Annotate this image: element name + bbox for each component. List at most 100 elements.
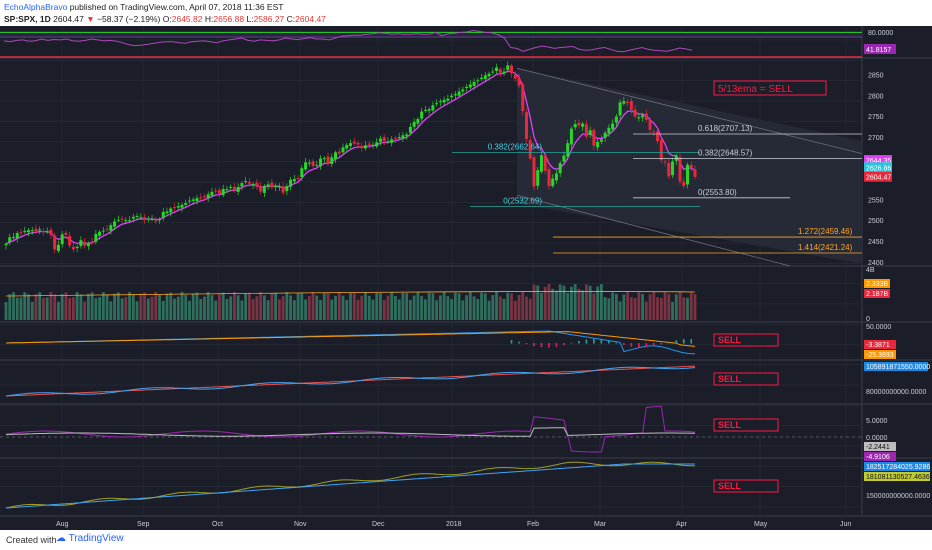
author-link[interactable]: EchoAlphaBravo — [4, 2, 68, 12]
candle-body — [532, 157, 536, 187]
volume-bar — [68, 298, 72, 320]
candle-body — [543, 155, 547, 171]
x-tick-label: Feb — [527, 521, 539, 528]
macd-histogram-bar — [630, 343, 633, 347]
candle-body — [352, 141, 356, 144]
candle-body — [599, 139, 603, 142]
ad-tag — [864, 472, 930, 481]
candle-body — [244, 181, 248, 183]
candle-body — [652, 131, 656, 133]
volume-bar — [570, 286, 573, 320]
candle-body — [584, 124, 588, 137]
volume-bar — [360, 295, 364, 320]
volume-bar — [270, 293, 274, 320]
volume-bar — [225, 298, 229, 320]
volume-bar — [307, 296, 311, 320]
volume-bar — [90, 292, 94, 320]
candle-body — [195, 198, 199, 201]
volume-bar — [581, 290, 585, 320]
obv-sell-label: SELL — [718, 374, 742, 384]
volume-bar — [23, 292, 27, 320]
sell-box — [713, 479, 779, 493]
chart-svg[interactable]: Aug Sep Oct Nov Dec 2018 Feb Mar Apr May Jun 80.000… — [0, 26, 932, 530]
macd-histogram-bar — [690, 339, 693, 344]
volume-bar — [607, 298, 611, 320]
candle-body — [300, 168, 304, 177]
x-tick-label: Aug — [56, 521, 69, 528]
volume-bar — [491, 295, 495, 320]
candle-body — [158, 219, 162, 221]
volume-bar — [101, 292, 105, 320]
candle-body — [86, 243, 90, 247]
volume-bar — [53, 294, 57, 320]
volume-bar — [19, 297, 23, 320]
volume-bar — [356, 299, 360, 320]
candle-body — [686, 164, 690, 185]
volume-bar — [345, 299, 349, 320]
candle-body — [611, 123, 615, 130]
volume-bar — [525, 296, 528, 320]
candle-body — [199, 197, 203, 199]
volume-bar — [113, 293, 116, 320]
candle-body — [386, 141, 390, 143]
candle-body — [229, 186, 233, 188]
volume-bar — [577, 288, 581, 320]
candle-body — [648, 120, 652, 130]
volume-bar — [262, 295, 266, 320]
candle-body — [30, 230, 34, 232]
candle-body — [667, 162, 671, 177]
candle-body — [56, 244, 60, 251]
volume-bar — [555, 290, 558, 320]
candle-body — [322, 158, 326, 160]
candle-body — [596, 141, 600, 148]
candle-body — [161, 211, 165, 219]
volume-bar — [210, 295, 214, 320]
mom-tag-label: -2.2441 — [866, 444, 890, 451]
vol-tag — [864, 289, 890, 298]
candle-body — [337, 151, 341, 154]
volume-bar — [304, 299, 307, 320]
macd-histogram-bar — [525, 343, 528, 345]
x-tick-label: Jun — [840, 521, 851, 528]
volume-bar — [689, 292, 693, 320]
volume-bar — [540, 292, 543, 320]
obv-axis-label: 80000000000.0000 — [866, 389, 926, 396]
volume-bar — [251, 299, 255, 320]
volume-bar — [191, 293, 195, 320]
volume-bar — [427, 292, 431, 320]
candle-body — [375, 142, 379, 147]
price-tick-label: 2500 — [868, 218, 884, 225]
volume-bar — [326, 292, 330, 320]
volume-bar — [678, 292, 682, 320]
candle-body — [19, 232, 23, 234]
volume-bar — [543, 286, 547, 320]
candle-body — [450, 95, 454, 98]
candle-body — [23, 231, 27, 233]
volume-bar — [98, 297, 102, 320]
candle-body — [656, 131, 660, 142]
price-tick-label: 2400 — [868, 260, 884, 267]
volume-bar — [266, 300, 270, 320]
price-tick-label: 2550 — [868, 197, 884, 204]
candle-body — [581, 123, 585, 127]
volume-bar — [693, 294, 697, 320]
volume-bar — [611, 292, 615, 320]
created-with-text: Created with — [6, 535, 57, 545]
high-label: H: — [204, 14, 214, 24]
volume-bar — [30, 301, 34, 320]
candle-body — [236, 186, 240, 192]
candle-body — [472, 81, 476, 86]
candle-body — [311, 161, 315, 167]
volume-bar — [438, 295, 442, 320]
momentum-signal — [5, 427, 696, 437]
fib-label: 1.272(2459.46) — [798, 227, 853, 236]
volume-bar — [296, 293, 300, 320]
volume-bar — [146, 298, 150, 320]
candle-body — [682, 181, 686, 187]
tradingview-logo[interactable]: ☁ TradingView — [56, 533, 124, 544]
fib-label: 0(2532.69) — [503, 197, 542, 206]
chart-header: EchoAlphaBravo published on TradingView.… — [4, 1, 924, 29]
x-tick-label: Apr — [676, 521, 688, 528]
chart-area[interactable]: Aug Sep Oct Nov Dec 2018 Feb Mar Apr May Jun 80.000… — [0, 26, 932, 530]
price-tag-label: 2626.86 — [866, 165, 891, 172]
